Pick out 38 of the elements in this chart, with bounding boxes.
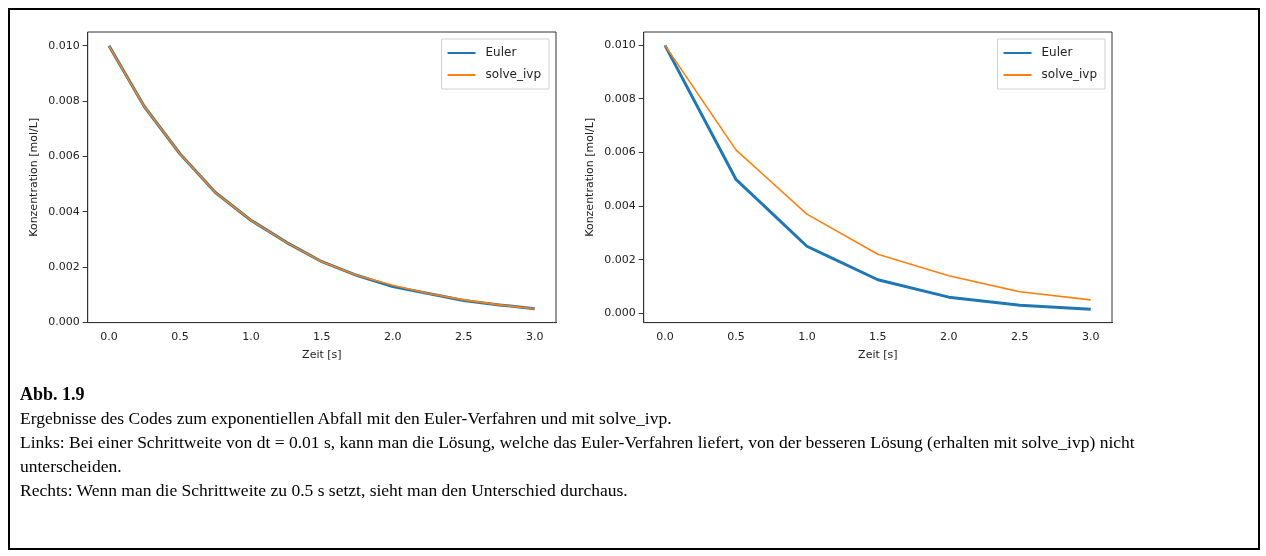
text: Ergebnisse des Codes zum exponentiellen Abfall mit den Euler-Verfahren und mit solve_ivp.: [20, 407, 673, 430]
y-tick-label: 0.006: [48, 149, 80, 163]
text: Rechts: Wenn man die Schrittweite zu 0.5 s setzt, sieht man den Unterschied durchaus.: [20, 479, 629, 502]
y-tick-label: 0.000: [48, 315, 80, 329]
x-tick-label: 2.5: [455, 330, 473, 344]
x-tick-label: 3.0: [525, 330, 544, 344]
y-axis-title: Konzentration [mol/L]: [583, 117, 597, 237]
y-tick-label: 0.008: [604, 91, 636, 105]
x-tick-label: 0.0: [656, 330, 674, 344]
legend-label: Euler: [1041, 45, 1073, 60]
x-tick-label: 0.0: [100, 330, 118, 344]
x-tick-label: 1.5: [869, 330, 887, 344]
x-tick-label: 0.5: [171, 330, 189, 344]
y-tick-label: 0.010: [604, 38, 636, 52]
x-tick-label: 1.0: [242, 330, 260, 344]
y-tick-label: 0.008: [48, 94, 80, 108]
x-tick-label: 1.5: [313, 330, 331, 344]
x-tick-label: 1.0: [798, 330, 816, 344]
y-tick-label: 0.010: [48, 38, 80, 52]
x-axis-title: Zeit [s]: [858, 348, 898, 362]
legend-label: Euler: [485, 45, 517, 60]
caption: Abb. 1.9: [20, 383, 86, 406]
x-tick-label: 2.0: [384, 330, 402, 344]
legend-label: solve_ivp: [485, 67, 541, 82]
x-tick-label: 2.0: [940, 330, 958, 344]
y-tick-label: 0.000: [604, 306, 636, 320]
x-tick-label: 0.5: [727, 330, 745, 344]
y-tick-label: 0.002: [48, 260, 80, 274]
x-axis-title: Zeit [s]: [302, 348, 342, 362]
y-tick-label: 0.006: [604, 145, 636, 159]
text: Links: Bei einer Schrittweite von dt = 0.01 s, kann man die Lösung, welche das Euler-Verfahren liefert, von der besseren Lösung (erhalten mit solve_ivp) nicht unterscheiden.: [20, 431, 1136, 478]
legend-label: solve_ivp: [1041, 67, 1097, 82]
x-tick-label: 2.5: [1011, 330, 1029, 344]
y-tick-label: 0.004: [604, 198, 636, 212]
y-tick-label: 0.002: [604, 252, 636, 266]
x-tick-label: 3.0: [1081, 330, 1100, 344]
y-tick-label: 0.004: [48, 204, 80, 218]
y-axis-title: Konzentration [mol/L]: [27, 117, 41, 237]
